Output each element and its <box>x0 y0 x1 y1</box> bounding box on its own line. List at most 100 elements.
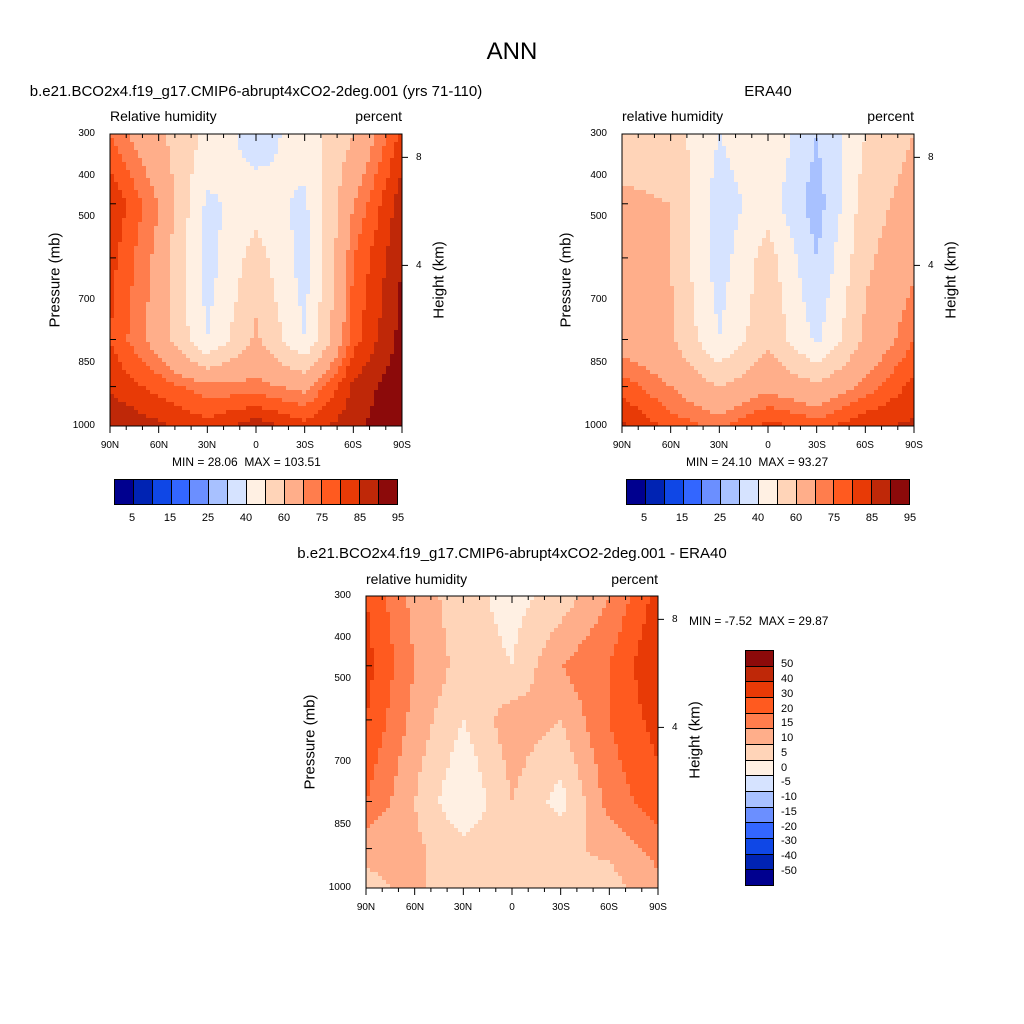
field-cell <box>194 286 199 291</box>
field-cell <box>214 322 219 327</box>
field-cell <box>314 350 319 355</box>
field-cell <box>378 166 383 171</box>
field-cell <box>182 138 187 143</box>
field-cell <box>370 266 375 271</box>
field-cell <box>262 302 267 307</box>
field-cell <box>210 286 215 291</box>
field-cell <box>170 338 175 343</box>
field-cell <box>126 206 131 211</box>
field-cell <box>322 378 327 383</box>
field-cell <box>122 134 127 139</box>
field-cell <box>114 310 119 315</box>
field-cell <box>370 138 375 143</box>
field-cell <box>310 186 315 191</box>
field-cell <box>258 302 263 307</box>
field-cell <box>366 254 371 259</box>
field-cell <box>282 386 287 391</box>
field-cell <box>130 386 135 391</box>
field-cell <box>246 134 251 139</box>
field-cell <box>198 158 203 163</box>
field-cell <box>262 174 267 179</box>
field-cell <box>370 394 375 399</box>
field-cell <box>306 342 311 347</box>
field-cell <box>310 290 315 295</box>
field-cell <box>398 310 403 315</box>
field-cell <box>126 402 131 407</box>
field-cell <box>122 214 127 219</box>
field-cell <box>206 186 211 191</box>
field-cell <box>190 142 195 147</box>
field-cell <box>226 354 231 359</box>
field-cell <box>382 202 387 207</box>
field-cell <box>258 390 263 395</box>
field-cell <box>318 202 323 207</box>
field-cell <box>210 230 215 235</box>
field-cell <box>270 182 275 187</box>
field-cell <box>258 242 263 247</box>
field-cell <box>130 370 135 375</box>
field-cell <box>282 378 287 383</box>
field-cell <box>114 294 119 299</box>
field-cell <box>286 302 291 307</box>
field-cell <box>154 238 159 243</box>
field-cell <box>342 170 347 175</box>
field-cell <box>306 394 311 399</box>
field-cell <box>290 306 295 311</box>
field-cell <box>214 254 219 259</box>
field-cell <box>178 318 183 323</box>
field-cell <box>262 330 267 335</box>
field-cell <box>146 226 151 231</box>
field-cell <box>206 234 211 239</box>
field-cell <box>278 266 283 271</box>
field-cell <box>166 314 171 319</box>
field-cell <box>362 186 367 191</box>
field-cell <box>342 382 347 387</box>
field-cell <box>294 390 299 395</box>
field-cell <box>354 250 359 255</box>
field-cell <box>282 314 287 319</box>
field-cell <box>378 366 383 371</box>
field-cell <box>110 370 115 375</box>
field-cell <box>366 250 371 255</box>
field-cell <box>350 202 355 207</box>
field-cell <box>190 210 195 215</box>
field-cell <box>262 246 267 251</box>
field-cell <box>190 358 195 363</box>
field-cell <box>370 358 375 363</box>
field-cell <box>130 278 135 283</box>
field-cell <box>314 202 319 207</box>
field-cell <box>126 386 131 391</box>
field-cell <box>282 222 287 227</box>
field-cell <box>202 406 207 411</box>
field-cell <box>114 162 119 167</box>
field-cell <box>214 174 219 179</box>
field-cell <box>294 346 299 351</box>
field-cell <box>346 338 351 343</box>
field-cell <box>382 402 387 407</box>
field-cell <box>230 214 235 219</box>
field-cell <box>214 142 219 147</box>
field-cell <box>358 326 363 331</box>
field-cell <box>270 202 275 207</box>
field-cell <box>178 166 183 171</box>
field-cell <box>130 254 135 259</box>
field-cell <box>202 214 207 219</box>
field-cell <box>254 346 259 351</box>
field-cell <box>170 310 175 315</box>
field-cell <box>214 162 219 167</box>
field-cell <box>374 194 379 199</box>
field-cell <box>150 162 155 167</box>
field-cell <box>130 226 135 231</box>
field-cell <box>338 218 343 223</box>
field-cell <box>206 282 211 287</box>
field-cell <box>226 186 231 191</box>
field-cell <box>282 306 287 311</box>
field-cell <box>366 158 371 163</box>
field-cell <box>330 390 335 395</box>
field-cell <box>366 134 371 139</box>
field-cell <box>110 398 115 403</box>
field-cell <box>274 266 279 271</box>
field-cell <box>382 230 387 235</box>
field-cell <box>170 270 175 275</box>
field-cell <box>370 218 375 223</box>
